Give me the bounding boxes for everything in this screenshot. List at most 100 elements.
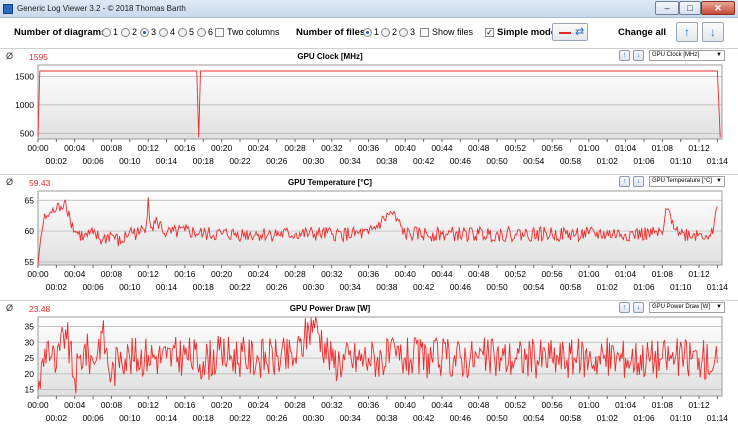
y-tick-label: 55: [25, 257, 35, 267]
panel-up-button[interactable]: ↑: [619, 302, 630, 313]
change-all-label: Change all: [618, 27, 667, 38]
x-tick-label: 00:34: [340, 156, 362, 166]
files-radio-3[interactable]: [399, 28, 408, 37]
y-tick-label: 60: [25, 226, 35, 236]
x-tick-label: 00:10: [119, 282, 141, 292]
x-tick-label: 00:56: [542, 400, 564, 410]
x-tick-label: 00:48: [468, 143, 490, 153]
x-tick-label: 00:16: [174, 400, 196, 410]
simple-mode-label: Simple mode: [497, 27, 557, 38]
arrow-up-icon: ↑: [622, 178, 627, 185]
x-tick-label: 00:44: [431, 143, 453, 153]
arrow-down-icon: ↓: [636, 52, 641, 59]
series-line: [37, 316, 718, 394]
controls-bar: Number of diagrams 1 2 3 4 5 6 Two colum…: [0, 18, 738, 48]
y-tick-label: 35: [25, 321, 35, 331]
show-files-checkbox[interactable]: [420, 28, 429, 37]
x-tick-label: 00:58: [560, 156, 582, 166]
x-tick-label: 00:36: [358, 400, 380, 410]
x-tick-label: 00:36: [358, 269, 380, 279]
x-tick-label: 00:42: [413, 156, 435, 166]
diagrams-radio-4[interactable]: [159, 28, 168, 37]
metric-select[interactable]: GPU Temperature [°C] ▼: [649, 176, 725, 187]
two-columns-checkbox[interactable]: [215, 28, 224, 37]
change-all-up-button[interactable]: ↑: [676, 22, 698, 42]
x-tick-label: 00:16: [174, 143, 196, 153]
metric-select[interactable]: GPU Power Draw [W] ▼: [649, 302, 725, 313]
x-tick-label: 00:46: [450, 156, 472, 166]
x-tick-label: 00:24: [248, 143, 270, 153]
show-files-label: Show files: [432, 27, 474, 37]
change-all-down-button[interactable]: ↓: [702, 22, 724, 42]
x-tick-label: 00:44: [431, 269, 453, 279]
files-radio-2[interactable]: [381, 28, 390, 37]
panel-down-button[interactable]: ↓: [633, 176, 644, 187]
x-tick-label: 00:34: [340, 413, 362, 423]
diagrams-radio-3[interactable]: [140, 28, 149, 37]
simple-mode-checkbox[interactable]: ✓: [485, 28, 494, 37]
x-tick-label: 00:58: [560, 282, 582, 292]
x-tick-label: 00:14: [156, 282, 178, 292]
maximize-button[interactable]: □: [679, 1, 701, 15]
panel-down-button[interactable]: ↓: [633, 50, 644, 61]
y-tick-label: 30: [25, 337, 35, 347]
series-line: [37, 70, 721, 138]
x-tick-label: 00:18: [193, 156, 215, 166]
x-tick-label: 00:10: [119, 156, 141, 166]
arrow-down-icon: ↓: [636, 178, 641, 185]
diagrams-radio-label: 2: [132, 27, 138, 37]
x-tick-label: 00:26: [266, 282, 288, 292]
x-tick-label: 00:26: [266, 413, 288, 423]
x-tick-label: 00:12: [138, 400, 160, 410]
x-tick-label: 00:30: [303, 282, 325, 292]
x-tick-label: 01:02: [597, 156, 619, 166]
x-tick-label: 00:54: [523, 413, 545, 423]
x-tick-label: 00:02: [46, 282, 68, 292]
diagrams-radio-1[interactable]: [102, 28, 111, 37]
panel-up-button[interactable]: ↑: [619, 176, 630, 187]
y-tick-label: 500: [20, 128, 34, 138]
panel-title: GPU Temperature [°C]: [288, 178, 372, 187]
x-tick-label: 00:10: [119, 413, 141, 423]
diagrams-radio-5[interactable]: [178, 28, 187, 37]
x-tick-label: 00:50: [486, 282, 508, 292]
x-tick-label: 00:28: [284, 269, 306, 279]
x-tick-label: 00:02: [46, 413, 68, 423]
minimize-button[interactable]: –: [655, 1, 679, 15]
x-tick-label: 00:28: [284, 143, 306, 153]
files-radio-1[interactable]: [363, 28, 372, 37]
x-tick-label: 01:10: [670, 156, 692, 166]
x-tick-label: 00:30: [303, 413, 325, 423]
x-tick-label: 00:52: [505, 143, 527, 153]
current-value: 59.43: [29, 178, 51, 188]
x-tick-label: 00:24: [248, 400, 270, 410]
panel-up-button[interactable]: ↑: [619, 50, 630, 61]
diameter-icon: Ø: [6, 51, 14, 61]
diagrams-radio-6[interactable]: [197, 28, 206, 37]
x-tick-label: 00:06: [82, 156, 104, 166]
x-tick-label: 01:06: [633, 282, 655, 292]
x-tick-label: 00:20: [211, 400, 233, 410]
diagrams-radio-2[interactable]: [121, 28, 130, 37]
x-tick-label: 00:52: [505, 400, 527, 410]
x-tick-label: 00:22: [229, 282, 251, 292]
metric-select[interactable]: GPU Clock [MHz] ▼: [649, 50, 725, 61]
x-tick-label: 00:56: [542, 143, 564, 153]
close-button[interactable]: ✕: [701, 1, 735, 15]
x-tick-label: 00:40: [395, 400, 417, 410]
x-tick-label: 00:52: [505, 269, 527, 279]
x-tick-label: 00:56: [542, 269, 564, 279]
diagrams-radio-label: 5: [189, 27, 195, 37]
x-tick-label: 01:00: [578, 269, 600, 279]
x-tick-label: 00:08: [101, 269, 123, 279]
x-tick-label: 00:58: [560, 413, 582, 423]
diagrams-label: Number of diagrams: [14, 27, 107, 38]
x-tick-label: 00:08: [101, 143, 123, 153]
panel-down-button[interactable]: ↓: [633, 302, 644, 313]
diagrams-radio-label: 6: [208, 27, 214, 37]
simple-mode-button[interactable]: ⇄: [552, 23, 588, 41]
y-tick-label: 15: [25, 385, 35, 395]
x-tick-label: 00:04: [64, 400, 86, 410]
diagrams-radio-label: 3: [151, 27, 157, 37]
x-tick-label: 00:00: [27, 269, 49, 279]
